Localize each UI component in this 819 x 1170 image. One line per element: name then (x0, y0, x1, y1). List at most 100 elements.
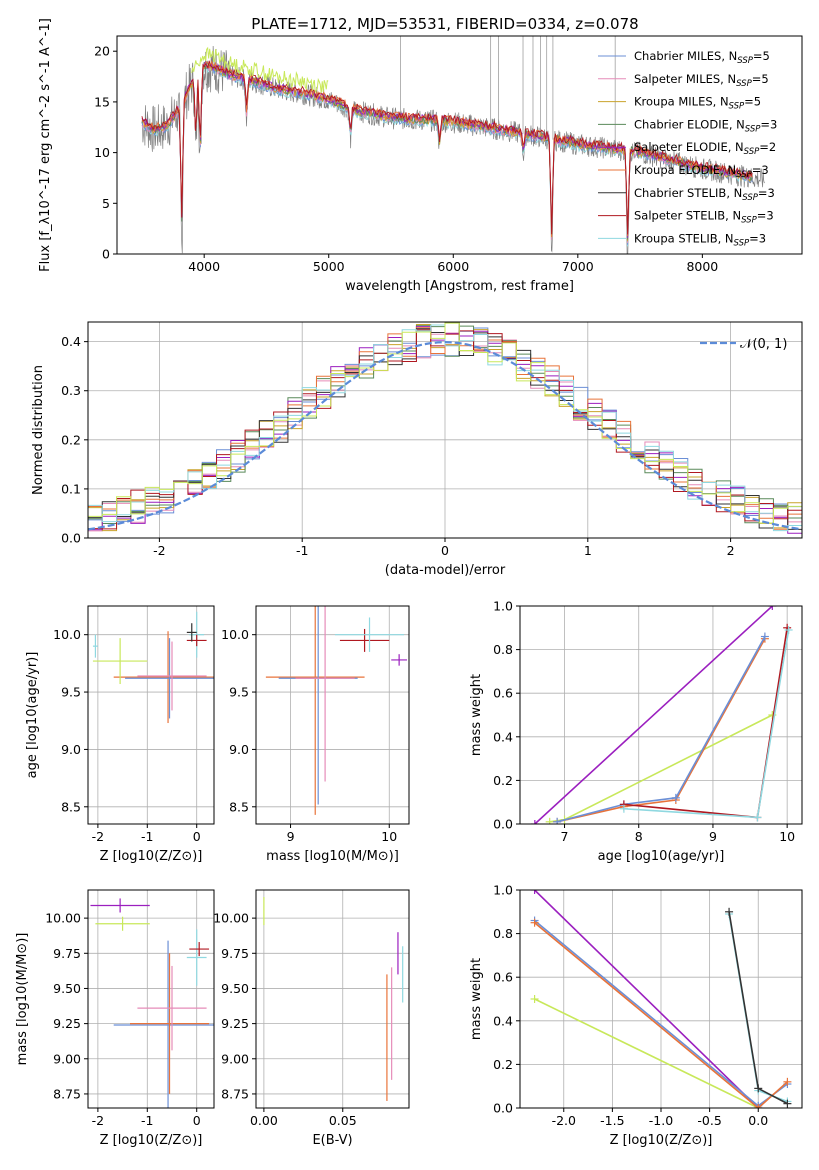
x-tick-label: 10 (381, 829, 397, 844)
plot-area (90, 898, 214, 1108)
histogram (88, 322, 802, 524)
series-line (534, 922, 788, 1108)
axes-frame (519, 605, 803, 825)
model-spectrum-lime (191, 46, 329, 94)
y-tick-label: 0.8 (493, 926, 513, 941)
x-tick-label: 0.00 (250, 1113, 278, 1128)
axes-age_vs_mass: 9 10 8.5 9.0 9.5 10.0 mass [log10(M/M⊙)] (221, 605, 410, 864)
y-tick-label: 8.5 (61, 799, 81, 814)
x-tick-label: 0 (193, 1113, 201, 1128)
y-tick-label: 0.4 (61, 334, 81, 349)
model-spectrum (141, 60, 753, 237)
x-tick-label: -1 (141, 1113, 153, 1128)
x-tick-label: -2 (153, 543, 165, 558)
x-axis-label: E(B-V) (312, 1133, 352, 1148)
series-line (534, 606, 773, 824)
x-axis-label: (data-model)/error (385, 563, 506, 578)
y-tick-label: 10.00 (213, 911, 249, 926)
axes-mass_weight_vs_age: 7 8 9 10 0.0 0.2 0.4 0.6 0.8 1.0 age [log10(age/yr… (469, 599, 803, 864)
y-tick-label: 10.0 (53, 627, 81, 642)
legend-label: Chabrier MILES, NSSP=5 (634, 49, 770, 66)
x-tick-label: 0.0 (748, 1113, 768, 1128)
axes-frame (87, 605, 215, 825)
axes-residuals: -2 -1 0 1 2 0.0 0.1 0.2 0.3 0.4 (data-model)/error… (31, 321, 803, 578)
y-tick-label: 9.75 (53, 946, 81, 961)
plot-area (141, 36, 765, 254)
x-axis-label: wavelength [Angstrom, rest frame] (345, 279, 574, 294)
axes-mass_vs_ebv: 0.00 0.05 8.75 9.00 9.25 9.50 9.75 10.00 E(B-V) (213, 889, 410, 1148)
legend-label: Chabrier STELIB, NSSP=3 (634, 186, 775, 203)
y-tick-label: 0.4 (493, 1013, 513, 1028)
y-tick-label: 0.4 (493, 729, 513, 744)
x-tick-label: 2 (727, 543, 735, 558)
x-tick-label: 7000 (562, 259, 594, 274)
series-line (556, 638, 766, 823)
y-tick-label: 15 (94, 94, 110, 109)
plot-area (530, 890, 792, 1108)
y-tick-label: 0.0 (61, 531, 81, 546)
y-tick-label: 0.8 (493, 642, 513, 657)
x-tick-label: -2 (92, 1113, 104, 1128)
y-tick-label: 9.5 (61, 685, 81, 700)
y-tick-label: 10.00 (45, 911, 81, 926)
y-tick-label: 8.75 (53, 1086, 81, 1101)
x-tick-label: -2 (92, 829, 104, 844)
x-tick-label: 5000 (313, 259, 345, 274)
histogram (88, 327, 802, 530)
y-tick-label: 0 (102, 247, 110, 262)
x-tick-label: 8000 (686, 259, 718, 274)
y-tick-label: 1.0 (493, 599, 513, 614)
plot-area (530, 606, 793, 824)
y-tick-label: 0.6 (493, 686, 513, 701)
y-tick-label: 0.3 (61, 383, 81, 398)
axes-mass_vs_Z: -2 -1 0 8.75 9.00 9.25 9.50 9.75 10.00 Z [log10(Z… (15, 889, 215, 1148)
series-line (534, 998, 759, 1108)
y-tick-label: 9.25 (53, 1016, 81, 1031)
x-tick-label: -1.0 (649, 1113, 673, 1128)
plot-area (265, 606, 408, 815)
plot-area (92, 611, 214, 724)
legend: 𝒩(0, 1) (700, 337, 787, 352)
x-tick-label: 7 (561, 829, 569, 844)
x-tick-label: -2.0 (552, 1113, 576, 1128)
axes-age_vs_Z: -2 -1 0 8.5 9.0 9.5 10.0 Z [log10(Z/Z⊙)] age [lo… (25, 605, 215, 864)
x-tick-label: 10 (779, 829, 795, 844)
y-axis-label: mass [log10(M/M⊙)] (15, 933, 30, 1066)
y-tick-label: 8.75 (221, 1086, 249, 1101)
y-axis-label: Normed distribution (31, 365, 46, 495)
plot-area (88, 322, 802, 534)
y-tick-label: 9.00 (53, 1051, 81, 1066)
legend-label: Chabrier ELODIE, NSSP=3 (634, 117, 777, 134)
legend-label: Kroupa MILES, NSSP=5 (634, 95, 761, 112)
y-tick-label: 10.0 (221, 627, 249, 642)
axes-mass_weight_vs_Z: -2.0 -1.5 -1.0 -0.5 0.0 0.0 0.2 0.4 0.6 0.8 1.0 Z [… (469, 883, 803, 1148)
y-tick-label: 0.0 (493, 817, 513, 832)
model-spectrum (141, 60, 753, 235)
y-tick-label: 1.0 (493, 883, 513, 898)
y-tick-label: 0.6 (493, 970, 513, 985)
y-tick-label: 0.0 (493, 1101, 513, 1116)
y-tick-label: 0.2 (493, 773, 513, 788)
x-axis-label: Z [log10(Z/Z⊙)] (100, 849, 203, 864)
x-axis-label: age [log10(age/yr)] (598, 849, 725, 864)
x-tick-label: 9 (709, 829, 717, 844)
legend-label: Kroupa ELODIE, NSSP=3 (634, 163, 769, 180)
y-tick-label: 8.5 (229, 799, 249, 814)
x-tick-label: 4000 (188, 259, 220, 274)
y-axis-label: mass weight (469, 674, 484, 756)
legend: Chabrier MILES, NSSP=5 Salpeter MILES, NS… (598, 49, 777, 248)
y-tick-label: 9.50 (53, 981, 81, 996)
y-tick-label: 20 (94, 44, 110, 59)
x-tick-label: 0 (193, 829, 201, 844)
series-line (556, 636, 766, 823)
series-line (549, 714, 773, 823)
axes-spectrum: 4000 5000 6000 7000 8000 0 5 10 15 20 wavelength [… (38, 15, 803, 294)
x-tick-label: 0.05 (329, 1113, 357, 1128)
x-axis-label: Z [log10(Z/Z⊙)] (610, 1133, 713, 1148)
legend-label: Salpeter ELODIE, NSSP=2 (634, 140, 776, 157)
y-tick-label: 9.50 (221, 981, 249, 996)
x-tick-label: 0 (441, 543, 449, 558)
y-tick-label: 10 (94, 145, 110, 160)
